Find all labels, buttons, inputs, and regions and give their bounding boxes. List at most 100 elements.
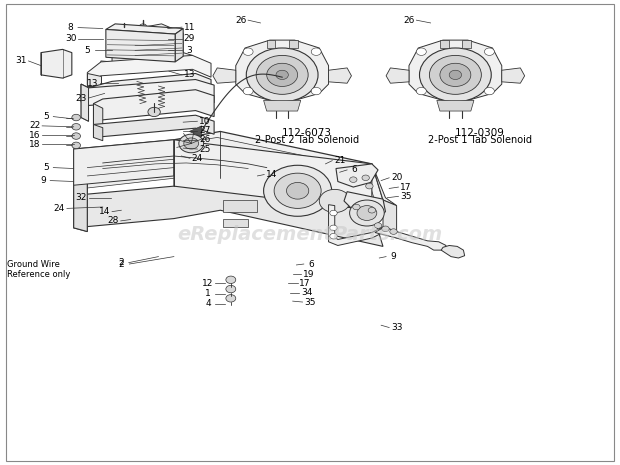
Text: 31: 31 xyxy=(16,56,27,66)
Circle shape xyxy=(311,87,321,95)
Text: 112-0309: 112-0309 xyxy=(455,128,505,138)
Polygon shape xyxy=(409,40,502,100)
Circle shape xyxy=(357,206,377,220)
Polygon shape xyxy=(106,24,183,34)
Polygon shape xyxy=(81,84,89,121)
Circle shape xyxy=(374,223,382,228)
Circle shape xyxy=(417,48,427,55)
Circle shape xyxy=(417,87,427,95)
Polygon shape xyxy=(112,24,183,42)
Polygon shape xyxy=(101,53,192,73)
Polygon shape xyxy=(74,195,87,232)
Polygon shape xyxy=(101,62,134,73)
Circle shape xyxy=(121,27,128,32)
Text: 17: 17 xyxy=(400,183,412,192)
Polygon shape xyxy=(441,246,464,258)
Text: 22: 22 xyxy=(29,121,40,130)
Text: 18: 18 xyxy=(29,140,40,149)
Circle shape xyxy=(243,48,253,55)
Circle shape xyxy=(430,55,481,94)
Circle shape xyxy=(353,204,360,210)
Polygon shape xyxy=(74,149,87,232)
Text: 12: 12 xyxy=(202,279,214,288)
Text: 5: 5 xyxy=(84,46,90,55)
Text: 19: 19 xyxy=(303,270,314,279)
Text: 8: 8 xyxy=(68,23,74,32)
Circle shape xyxy=(72,133,81,140)
Circle shape xyxy=(72,114,81,121)
Polygon shape xyxy=(87,73,101,86)
Text: Ground Wire
Reference only: Ground Wire Reference only xyxy=(7,260,70,279)
Text: 14: 14 xyxy=(99,207,110,216)
Polygon shape xyxy=(336,164,378,187)
Polygon shape xyxy=(94,115,214,138)
Polygon shape xyxy=(74,132,383,200)
Polygon shape xyxy=(329,205,383,246)
Text: 28: 28 xyxy=(108,216,119,226)
Circle shape xyxy=(246,48,318,102)
Polygon shape xyxy=(74,149,87,199)
Text: 33: 33 xyxy=(391,323,402,332)
Polygon shape xyxy=(81,84,89,121)
Circle shape xyxy=(382,226,389,232)
Text: 2: 2 xyxy=(118,259,124,268)
Text: 35: 35 xyxy=(400,192,412,201)
Text: 2: 2 xyxy=(118,258,124,267)
Polygon shape xyxy=(383,200,397,238)
Polygon shape xyxy=(329,68,352,83)
Polygon shape xyxy=(236,40,329,100)
Text: 2-Post 1 Tab Solenoid: 2-Post 1 Tab Solenoid xyxy=(428,135,532,145)
Circle shape xyxy=(362,175,370,180)
Text: 1: 1 xyxy=(205,289,211,298)
Circle shape xyxy=(276,70,288,80)
Polygon shape xyxy=(74,178,383,246)
Polygon shape xyxy=(94,90,214,125)
Polygon shape xyxy=(174,140,372,210)
Circle shape xyxy=(350,200,384,226)
Text: 3: 3 xyxy=(187,46,192,55)
Text: 6: 6 xyxy=(352,166,357,174)
Polygon shape xyxy=(175,28,183,62)
Circle shape xyxy=(226,295,236,302)
Circle shape xyxy=(484,87,494,95)
Text: 14: 14 xyxy=(266,170,277,179)
Polygon shape xyxy=(213,68,236,83)
Polygon shape xyxy=(189,126,202,137)
Text: 20: 20 xyxy=(391,173,402,182)
Circle shape xyxy=(226,286,236,293)
Polygon shape xyxy=(94,125,103,141)
Circle shape xyxy=(267,63,298,86)
Circle shape xyxy=(368,207,376,213)
Text: 9: 9 xyxy=(391,252,396,261)
Bar xyxy=(267,40,275,48)
Polygon shape xyxy=(264,100,301,111)
Circle shape xyxy=(390,229,397,234)
Text: 27: 27 xyxy=(199,126,211,135)
Text: 2-Post 2 Tab Solenoid: 2-Post 2 Tab Solenoid xyxy=(255,135,359,145)
Polygon shape xyxy=(386,68,409,83)
Text: 16: 16 xyxy=(29,131,40,140)
Text: 35: 35 xyxy=(304,298,316,306)
Circle shape xyxy=(330,233,337,239)
Circle shape xyxy=(274,173,321,208)
Text: 13: 13 xyxy=(184,70,195,80)
Text: eReplacementParts.com: eReplacementParts.com xyxy=(177,226,443,244)
Circle shape xyxy=(311,48,321,55)
Polygon shape xyxy=(94,104,103,129)
Polygon shape xyxy=(437,100,474,111)
Polygon shape xyxy=(89,73,211,104)
Bar xyxy=(223,200,257,212)
Text: 10: 10 xyxy=(199,117,211,126)
Text: 4: 4 xyxy=(205,299,211,308)
Text: 26: 26 xyxy=(199,135,211,144)
Text: 25: 25 xyxy=(199,145,211,153)
Polygon shape xyxy=(134,33,183,62)
Text: 21: 21 xyxy=(334,156,345,165)
Polygon shape xyxy=(81,80,214,106)
Text: 13: 13 xyxy=(87,79,98,88)
Text: 23: 23 xyxy=(76,93,87,103)
Text: 5: 5 xyxy=(43,112,49,121)
Text: 29: 29 xyxy=(184,34,195,43)
Text: 34: 34 xyxy=(301,288,312,297)
Polygon shape xyxy=(106,29,175,62)
